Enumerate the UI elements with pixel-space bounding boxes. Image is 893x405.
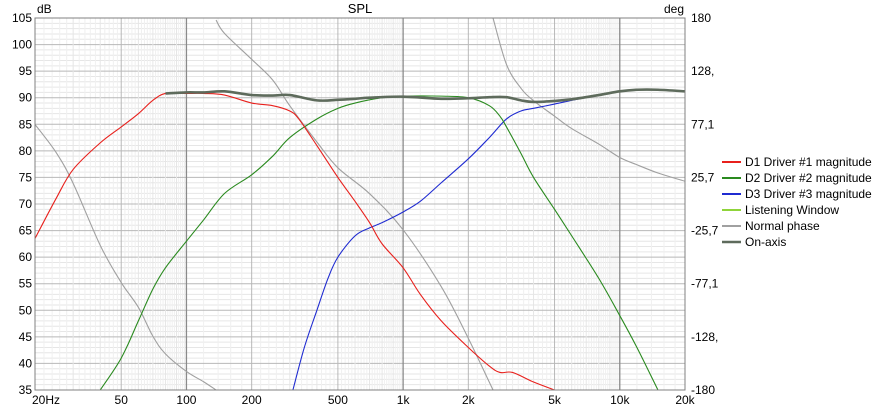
y-axis-ticks: 105 100 95 90 85 80 75 70 65 60 55 50 45 40 35 — [12, 11, 32, 397]
y-tick-label: 45 — [19, 330, 33, 344]
y-tick-label: 90 — [19, 91, 33, 105]
y-tick-label: 70 — [19, 197, 33, 211]
x-tick-label: 2k — [462, 393, 476, 405]
y2-axis-label: deg — [664, 2, 684, 16]
x-tick-label: 100 — [176, 393, 196, 405]
series-normal-phase-line — [492, 18, 685, 182]
x-tick-label: 500 — [328, 393, 348, 405]
y2-tick-label: -25,7 — [691, 224, 719, 238]
plot-frame — [34, 17, 686, 391]
x-tick-label: 1k — [397, 393, 411, 405]
y-tick-label: 65 — [19, 224, 33, 238]
y-tick-label: 60 — [19, 250, 33, 264]
y-tick-label: 75 — [19, 170, 33, 184]
y-tick-label: 35 — [19, 383, 33, 397]
legend-label: Normal phase — [745, 219, 820, 233]
y2-tick-label: 77,1 — [691, 117, 715, 131]
series-lines — [35, 18, 685, 390]
series-d1-driver-1-magnitude-line — [35, 92, 555, 390]
series-normal-phase-line — [215, 19, 494, 390]
legend-label: D1 Driver #1 magnitude — [745, 155, 872, 169]
legend-label: D2 Driver #2 magnitude — [745, 171, 872, 185]
x-tick-label: 5k — [548, 393, 562, 405]
x-tick-label: 20k — [675, 393, 695, 405]
y2-tick-label: 128, — [691, 64, 714, 78]
y-tick-label: 95 — [19, 64, 33, 78]
x-tick-label: 10k — [610, 393, 630, 405]
legend: D1 Driver #1 magnitude D2 Driver #2 magni… — [722, 155, 872, 249]
y-axis-label: dB — [37, 2, 52, 16]
series-on-axis-line — [165, 88, 685, 104]
y-tick-label: 85 — [19, 117, 33, 131]
y2-tick-label: -128, — [691, 330, 718, 344]
chart-title: SPL — [348, 1, 373, 16]
y2-tick-label: 180 — [691, 11, 711, 25]
legend-label: Listening Window — [745, 203, 839, 217]
grid — [34, 17, 686, 391]
x-tick-label: 50 — [115, 393, 129, 405]
y2-axis-ticks: 180 128, 77,1 25,7 -25,7 -77,1 -128, -180 — [691, 11, 719, 397]
y-tick-label: 55 — [19, 277, 33, 291]
x-axis-ticks: 20Hz 50 100 200 500 1k 2k 5k 10k 20k — [32, 393, 696, 405]
y2-tick-label: -77,1 — [691, 277, 719, 291]
legend-label: On-axis — [745, 235, 786, 249]
x-tick-label: 20Hz — [32, 393, 60, 405]
series-normal-phase-line — [35, 124, 217, 390]
y2-tick-label: -180 — [691, 383, 715, 397]
y-tick-label: 50 — [19, 303, 33, 317]
y-tick-label: 40 — [19, 356, 33, 370]
y-tick-label: 105 — [12, 11, 32, 25]
y-tick-label: 80 — [19, 144, 33, 158]
legend-label: D3 Driver #3 magnitude — [745, 187, 872, 201]
y2-tick-label: 25,7 — [691, 170, 715, 184]
x-tick-label: 200 — [242, 393, 262, 405]
y-tick-label: 100 — [12, 38, 32, 52]
